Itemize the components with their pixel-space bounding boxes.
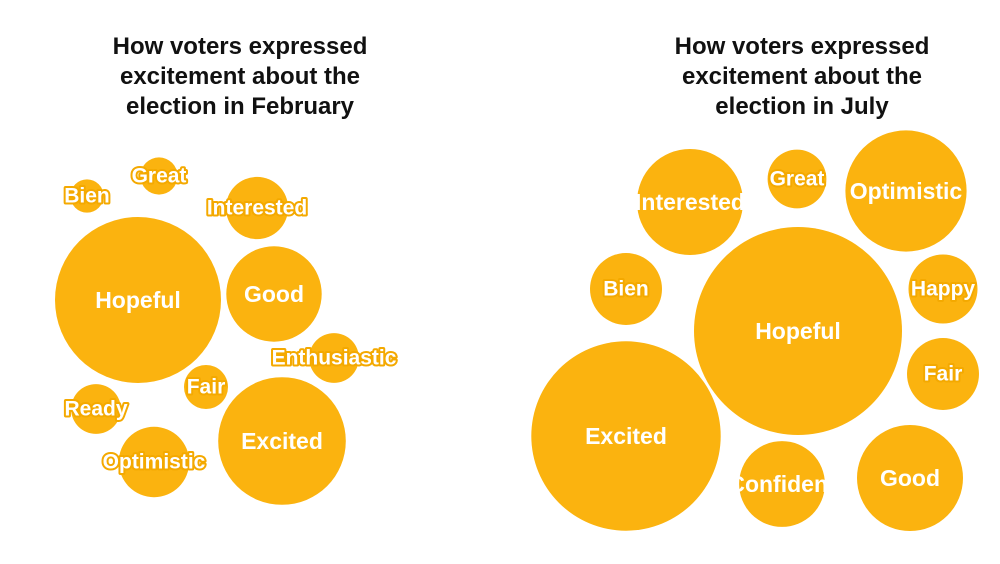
bubble-chart-july: Hopeful Excited Optimistic Interested Good Ha…: [531, 130, 979, 531]
bubble-excited: Excited: [531, 341, 721, 531]
title-line: How voters expressed: [112, 33, 368, 60]
bubble-excited: Excited: [218, 377, 346, 505]
bubble-label-optimistic: Optimistic: [103, 451, 206, 474]
bubble-optimistic: Optimistic: [845, 130, 967, 252]
bubble-optimistic: Optimistic: [101, 426, 208, 498]
bubble-circle-confident: [739, 441, 825, 527]
bubble-circle-hopeful: [55, 217, 221, 383]
bubble-label-excited: Excited: [585, 423, 667, 449]
bubble-circle-enthusiastic: [309, 333, 359, 383]
bubble-label-bien: Bien: [603, 278, 649, 301]
bubble-hopeful: Hopeful: [55, 217, 221, 383]
bubble-good: Good: [226, 246, 322, 342]
bubble-fair: Fair: [184, 365, 228, 409]
bubble-chart-february: Hopeful Excited Good Interested Optimistic En…: [55, 157, 399, 505]
bubble-circle-bien: [590, 253, 662, 325]
bubble-label-optimistic: Optimistic: [850, 178, 963, 204]
chart-panel-february: How voters expressed excitement about th…: [0, 0, 480, 564]
bubble-label-ready: Ready: [64, 398, 127, 421]
bubble-label-good: Good: [880, 465, 940, 491]
bubble-bien: Bien: [62, 179, 112, 213]
bubble-label-fair: Fair: [187, 376, 226, 399]
bubble-label-enthusiastic: Enthusiastic: [272, 347, 397, 370]
bubble-circle-great: [767, 149, 827, 209]
bubble-circle-optimistic: [845, 130, 967, 252]
bubble-circle-good: [226, 246, 322, 342]
chart-title-february: How voters expressed excitement about th…: [80, 32, 400, 122]
bubble-label-hopeful: Hopeful: [755, 318, 841, 344]
bubble-ready: Ready: [62, 384, 130, 434]
bubble-great: Great: [130, 157, 188, 195]
bubble-circle-happy: [908, 254, 978, 324]
chart-title-july: How voters expressed excitement about th…: [632, 32, 972, 122]
bubble-label-confident: Confident: [728, 471, 836, 497]
bubble-label-happy: Happy: [911, 278, 976, 301]
bubble-circle-good: [857, 425, 963, 531]
bubble-circle-optimistic: [118, 426, 190, 498]
bubble-label-interested: Interested: [635, 189, 745, 215]
bubble-circle-ready: [71, 384, 121, 434]
title-line: excitement about the: [681, 63, 923, 90]
bubble-circle-excited: [218, 377, 346, 505]
title-line: excitement about the: [119, 63, 361, 90]
bubble-enthusiastic: Enthusiastic: [270, 333, 399, 383]
title-line: How voters expressed: [674, 33, 930, 60]
bubble-happy: Happy: [908, 254, 978, 324]
bubble-bien: Bien: [590, 253, 662, 325]
bubble-interested: Interested: [205, 176, 309, 240]
bubble-label-fair: Fair: [924, 363, 963, 386]
bubble-great: Great: [767, 149, 827, 209]
bubble-circle-hopeful: [694, 227, 902, 435]
bubble-circle-fair: [184, 365, 228, 409]
chart-panel-july: How voters expressed excitement about th…: [500, 0, 1000, 564]
bubble-label-interested: Interested: [207, 197, 307, 220]
bubble-fair: Fair: [907, 338, 979, 410]
bubble-label-great: Great: [132, 165, 187, 188]
bubble-label-excited: Excited: [241, 428, 323, 454]
bubble-label-hopeful: Hopeful: [95, 287, 181, 313]
bubble-confident: Confident: [728, 441, 836, 527]
bubble-label-good: Good: [244, 281, 304, 307]
bubble-hopeful: Hopeful: [694, 227, 902, 435]
bubble-circle-excited: [531, 341, 721, 531]
bubble-circle-fair: [907, 338, 979, 410]
bubble-circle-great: [140, 157, 178, 195]
bubble-label-great: Great: [770, 168, 825, 191]
bubble-label-bien: Bien: [64, 185, 110, 208]
bubble-good: Good: [857, 425, 963, 531]
bubble-circle-interested: [225, 176, 289, 240]
title-line: election in July: [715, 93, 889, 120]
bubble-circle-interested: [637, 149, 743, 255]
title-line: election in February: [125, 93, 355, 120]
bubble-interested: Interested: [635, 149, 745, 255]
bubble-circle-bien: [70, 179, 104, 213]
